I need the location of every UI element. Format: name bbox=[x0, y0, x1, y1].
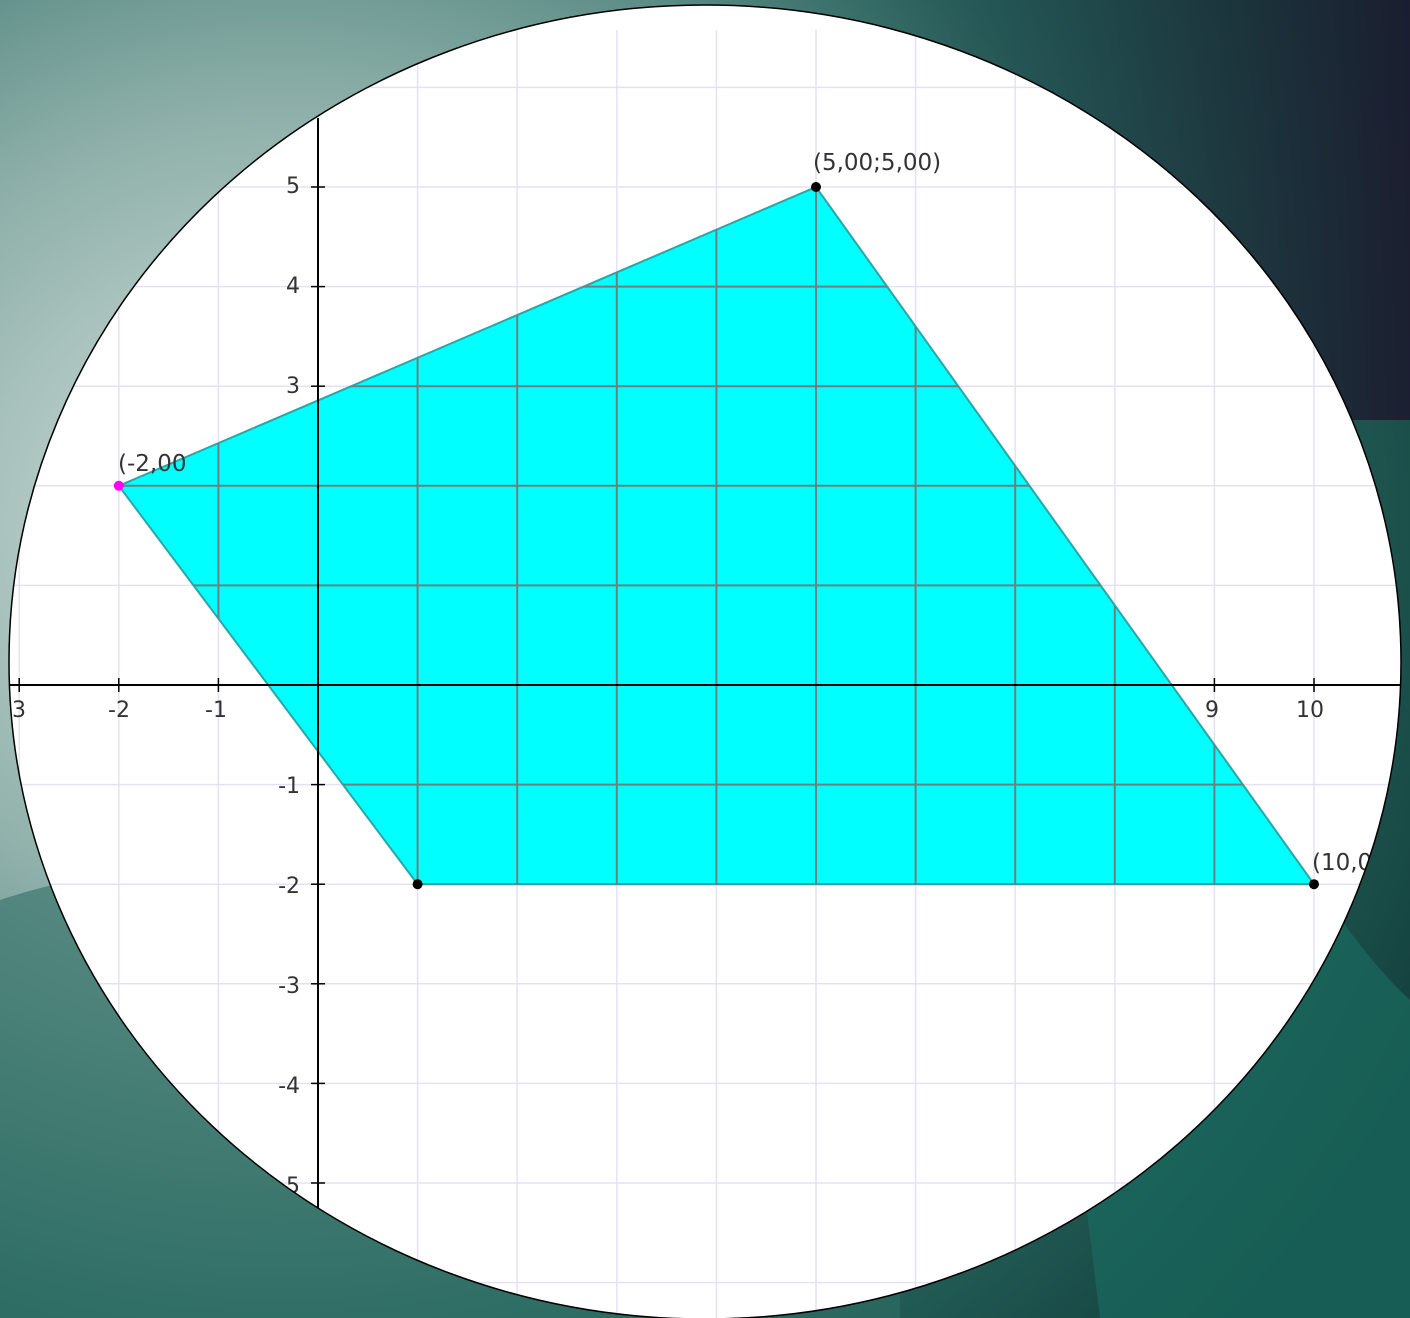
coordinate-axes bbox=[9, 118, 1401, 1318]
vertex-point[interactable] bbox=[811, 182, 821, 192]
vertex-point[interactable] bbox=[412, 879, 423, 890]
x-tick-label: -1 bbox=[205, 698, 227, 723]
x-tick-label: 9 bbox=[1205, 698, 1219, 723]
y-tick-label: -2 bbox=[278, 874, 300, 899]
y-tick-label: 5 bbox=[286, 174, 300, 199]
vertex-point[interactable] bbox=[113, 480, 124, 491]
vertex-label: (-2,00 bbox=[118, 451, 186, 477]
x-tick-label: 3 bbox=[12, 698, 26, 723]
vertex-label: (10,0 bbox=[1312, 850, 1372, 876]
y-tick-label: 3 bbox=[286, 374, 300, 399]
lens-outline bbox=[8, 4, 1402, 1318]
vertex-point[interactable] bbox=[1309, 879, 1319, 890]
x-tick-label: 10 bbox=[1296, 698, 1324, 723]
y-tick-label: 4 bbox=[286, 274, 300, 299]
vertex-label: (5,00;5,00) bbox=[813, 150, 941, 176]
x-tick-label: -2 bbox=[108, 698, 130, 723]
y-tick-label: -4 bbox=[278, 1074, 300, 1099]
axis-ticks bbox=[18, 186, 1315, 1184]
y-tick-label: -3 bbox=[278, 974, 300, 999]
y-tick-label: -1 bbox=[278, 774, 300, 799]
